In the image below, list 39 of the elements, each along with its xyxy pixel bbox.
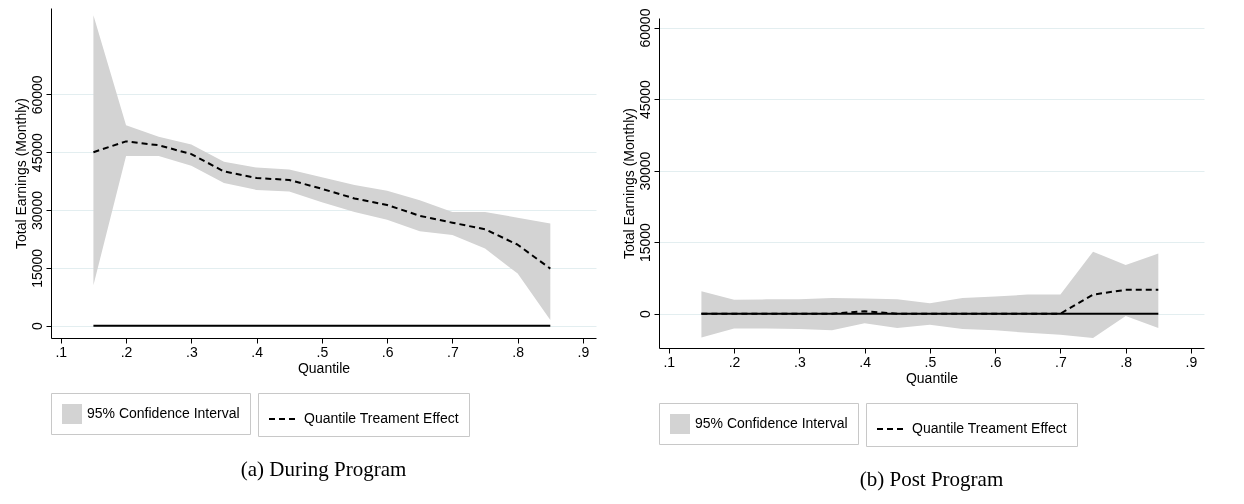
y-tick-label: 15000 (28, 248, 45, 288)
y-tick-label: 30000 (28, 190, 45, 230)
legend-label: Quantile Treament Effect (912, 420, 1067, 436)
x-tick-label: .6 (381, 343, 394, 360)
x-tick-label: .1 (663, 353, 676, 370)
y-tick-label: 45000 (28, 133, 45, 173)
x-tick-label: .5 (316, 343, 329, 360)
y-axis-title: Total Earnings (Monthly) (620, 108, 637, 259)
x-tick-label: .4 (859, 353, 872, 370)
x-axis-title: Quantile (905, 369, 959, 386)
y-tick-label: 0 (28, 322, 45, 331)
x-tick-label: .3 (793, 353, 806, 370)
legend-label: Quantile Treament Effect (304, 410, 459, 426)
x-tick-label: .8 (1120, 353, 1133, 370)
y-axis-title: Total Earnings (Monthly) (12, 98, 29, 249)
x-tick-label: .3 (185, 343, 198, 360)
y-tick-label: 30000 (636, 151, 653, 191)
y-tick-label: 15000 (636, 222, 653, 263)
x-tick-label: .7 (1055, 353, 1067, 370)
y-tick-label: 60000 (636, 8, 653, 48)
y-tick-label: 60000 (28, 75, 45, 115)
x-tick-label: .1 (55, 343, 68, 360)
x-tick-label: .5 (924, 353, 937, 370)
y-tick-label: 0 (636, 310, 653, 319)
text: (b) Post Program (859, 466, 1004, 491)
x-tick-label: .7 (447, 343, 459, 360)
text: (a) During Program (240, 456, 407, 481)
x-tick-label: .2 (728, 353, 741, 370)
x-axis-title: Quantile (297, 359, 351, 376)
x-tick-label: .4 (251, 343, 264, 360)
y-tick-label: 45000 (636, 79, 653, 120)
x-tick-label: .8 (512, 343, 525, 360)
x-tick-label: .2 (120, 343, 133, 360)
x-tick-label: .9 (1185, 353, 1198, 370)
line-series (92, 140, 552, 270)
text: 95% Confidence Interval (695, 415, 848, 431)
text: 95% Confidence Interval (87, 405, 240, 421)
x-tick-label: .9 (577, 343, 590, 360)
x-tick-label: .6 (989, 353, 1002, 370)
